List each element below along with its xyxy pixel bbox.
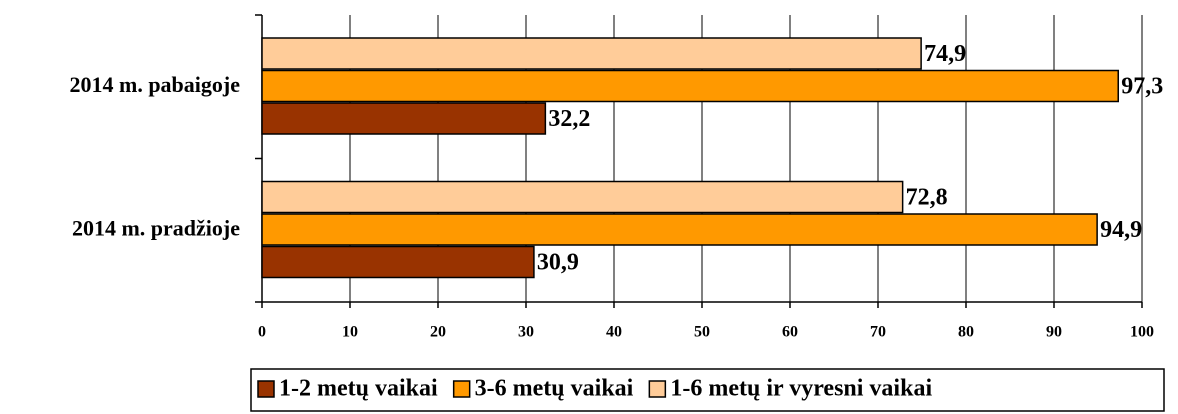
- x-tick-label: 60: [782, 324, 798, 341]
- x-tick-label: 30: [518, 324, 534, 341]
- x-tick-label: 100: [1130, 324, 1154, 341]
- bar: [261, 180, 904, 214]
- bar: [261, 245, 535, 279]
- bar: [261, 102, 547, 135]
- data-label: 30,9: [537, 250, 579, 276]
- data-label: 32,2: [548, 106, 590, 132]
- legend-label: 1-6 metų ir vyresni vaikai: [670, 376, 932, 402]
- bar: [261, 37, 922, 70]
- x-tick-label: 70: [870, 324, 886, 341]
- x-tick-label: 20: [430, 324, 446, 341]
- legend-swatch: [452, 380, 471, 398]
- data-label: 97,3: [1121, 74, 1163, 100]
- x-tick-label: 80: [958, 324, 974, 341]
- legend-label: 1-2 metų vaikai: [279, 376, 438, 402]
- bar: [261, 69, 1119, 103]
- x-tick-label: 10: [342, 324, 358, 341]
- x-tick-label: 40: [606, 324, 622, 341]
- data-label: 74,9: [924, 41, 966, 67]
- legend-swatch: [648, 380, 667, 398]
- x-tick-label: 90: [1046, 324, 1062, 341]
- x-tick-label: 0: [258, 324, 266, 341]
- data-label: 94,9: [1100, 217, 1142, 243]
- legend-label: 3-6 metų vaikai: [475, 376, 634, 402]
- y-tick-label: 2014 m. pradžioje: [72, 215, 240, 240]
- bar: [261, 213, 1098, 246]
- y-tick-label: 2014 m. pabaigoje: [70, 72, 241, 97]
- legend-box: [250, 368, 1165, 412]
- x-tick-label: 50: [694, 324, 710, 341]
- data-label: 72,8: [906, 185, 948, 211]
- legend-swatch: [257, 380, 275, 398]
